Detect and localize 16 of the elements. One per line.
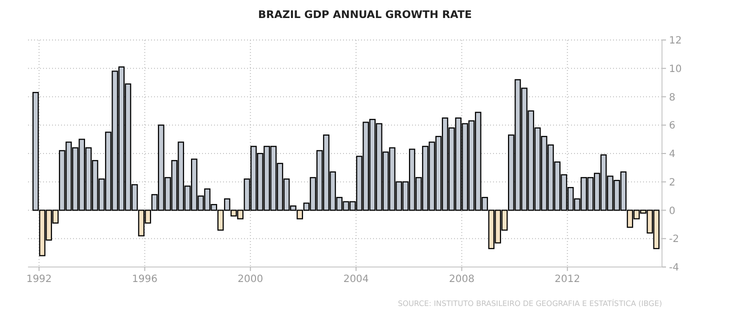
chart-title: BRAZIL GDP ANNUAL GROWTH RATE [258,9,472,21]
x-tick-label: 2008 [449,274,474,285]
y-tick-label: -2 [669,234,679,246]
y-tick-label: 10 [669,64,682,75]
x-tick-label: 1992 [26,274,52,285]
y-tick-label: 12 [669,36,682,46]
x-tick-label: 2012 [554,274,580,285]
y-tick-label: 6 [669,120,676,132]
y-tick-label: 2 [669,177,676,188]
y-tick-label: 4 [669,149,676,160]
x-tick-label: 2000 [238,274,264,285]
y-tick-label: -4 [669,262,679,274]
x-tick-label: 2004 [343,274,369,285]
x-tick-label: 1996 [132,274,158,285]
y-tick-label: 0 [669,206,676,217]
y-tick-label: 8 [669,92,676,104]
